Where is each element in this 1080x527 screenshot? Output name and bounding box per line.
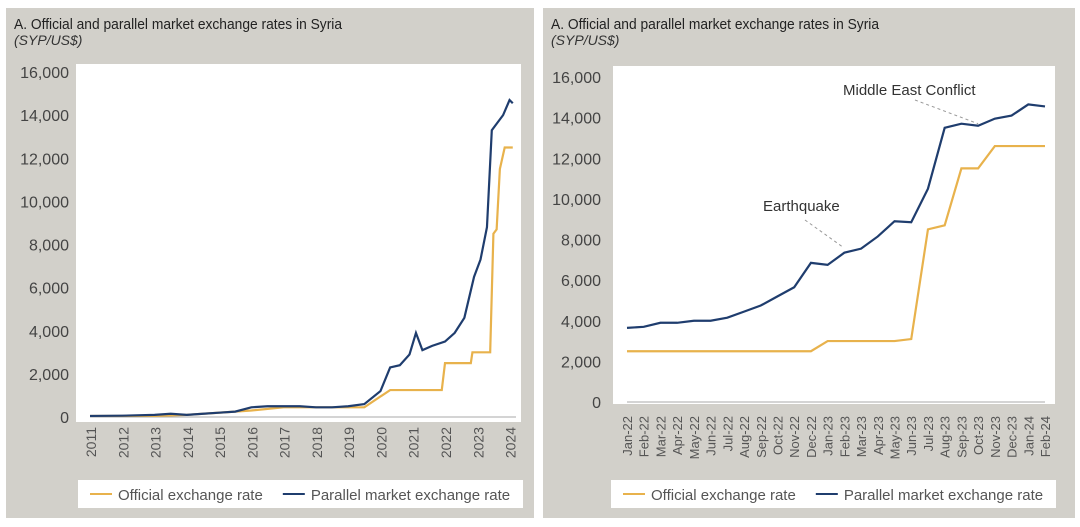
x-tick-label: May-22 [687,416,702,459]
annotation-leader [914,99,979,125]
y-tick-label: 14,000 [552,111,601,128]
chart-panel-monthly: A. Official and parallel market exchange… [543,8,1075,518]
x-tick-label: 2019 [341,427,357,458]
x-tick-label: Mar-22 [653,416,668,457]
legend-label: Official exchange rate [651,487,796,504]
annotation-leader [804,219,843,248]
series-line-official [627,144,1045,353]
y-tick-label: 8,000 [29,238,69,255]
x-tick-label: 2015 [212,427,228,458]
x-tick-label: 2013 [148,427,164,458]
chart-title: A. Official and parallel market exchange… [551,16,880,33]
x-tick-label: Feb-23 [837,416,852,457]
x-tick-label: Nov-22 [787,416,802,458]
x-tick-label: Jun-23 [904,416,919,456]
legend-label: Official exchange rate [118,487,263,504]
x-tick-label: Feb-22 [637,416,652,457]
y-tick-label: 6,000 [561,273,601,290]
plot-area [613,66,1055,404]
x-tick-label: Oct-22 [770,416,785,455]
x-tick-label: Dec-22 [804,416,819,458]
y-tick-label: 16,000 [552,70,601,87]
y-tick-label: 0 [592,395,601,412]
x-tick-label: 2023 [470,427,486,458]
annotation-earthquake: Earthquake [763,198,840,215]
series-line-parallel [626,103,1046,329]
x-tick-label: 2011 [83,427,99,457]
annotation-middle-east-conflict: Middle East Conflict [843,82,976,99]
y-tick-label: 12,000 [552,151,601,168]
y-tick-label: 8,000 [561,233,601,250]
chart-subtitle: (SYP/US$) [14,32,83,48]
y-tick-label: 4,000 [561,314,601,331]
x-tick-label: 2021 [406,427,422,458]
y-tick-label: 2,000 [561,354,601,371]
x-tick-label: Sep-23 [954,416,969,458]
series-line-parallel [89,98,514,418]
x-tick-label: Apr-22 [670,416,685,455]
x-tick-label: 2018 [309,427,325,458]
x-tick-label: Oct-23 [971,416,986,455]
x-tick-label: Jul-22 [720,416,735,451]
x-tick-label: Jan-23 [821,416,836,456]
x-tick-label: Jul-23 [921,416,936,451]
chart-title: A. Official and parallel market exchange… [14,16,343,33]
x-tick-label: Apr-23 [871,416,886,455]
y-tick-label: 0 [60,410,69,427]
x-tick-label: 2024 [503,427,519,458]
x-tick-label: Aug-22 [737,416,752,458]
x-tick-label: 2022 [438,427,454,458]
x-tick-label: 2014 [180,427,196,458]
x-tick-label: Jan-22 [620,416,635,456]
x-tick-label: 2017 [277,427,293,458]
y-tick-label: 2,000 [29,367,69,384]
x-tick-label: Nov-23 [988,416,1003,458]
x-tick-label: Jun-22 [704,416,719,456]
x-tick-label: Aug-23 [938,416,953,458]
y-tick-label: 12,000 [20,151,69,168]
plot-area [76,64,521,422]
x-tick-label: Mar-23 [854,416,869,457]
x-tick-label: 2016 [244,427,260,458]
x-tick-label: 2012 [115,427,131,458]
chart-subtitle: (SYP/US$) [551,32,620,48]
x-tick-label: Feb-24 [1038,416,1053,457]
y-tick-label: 6,000 [29,281,69,298]
x-tick-label: Sep-22 [754,416,769,458]
legend-label: Parallel market exchange rate [844,487,1043,504]
x-tick-label: May-23 [888,416,903,459]
x-tick-label: Jan-24 [1021,416,1036,456]
y-tick-label: 10,000 [552,192,601,209]
y-tick-label: 16,000 [20,65,69,82]
legend-label: Parallel market exchange rate [311,487,510,504]
y-tick-label: 10,000 [20,194,69,211]
chart-svg: 0 2,000 4,000 6,000 8,000 10,000 12,000 14,000 1… [20,64,523,508]
y-tick-label: 4,000 [29,324,69,341]
x-tick-label: Dec-23 [1005,416,1020,458]
chart-panel-long-run: A. Official and parallel market exchange… [6,8,534,518]
y-tick-label: 14,000 [20,108,69,125]
chart-svg: 0 2,000 4,000 6,000 8,000 10,000 12,000 14,000 1… [552,66,1056,508]
x-tick-label: 2020 [373,427,389,458]
